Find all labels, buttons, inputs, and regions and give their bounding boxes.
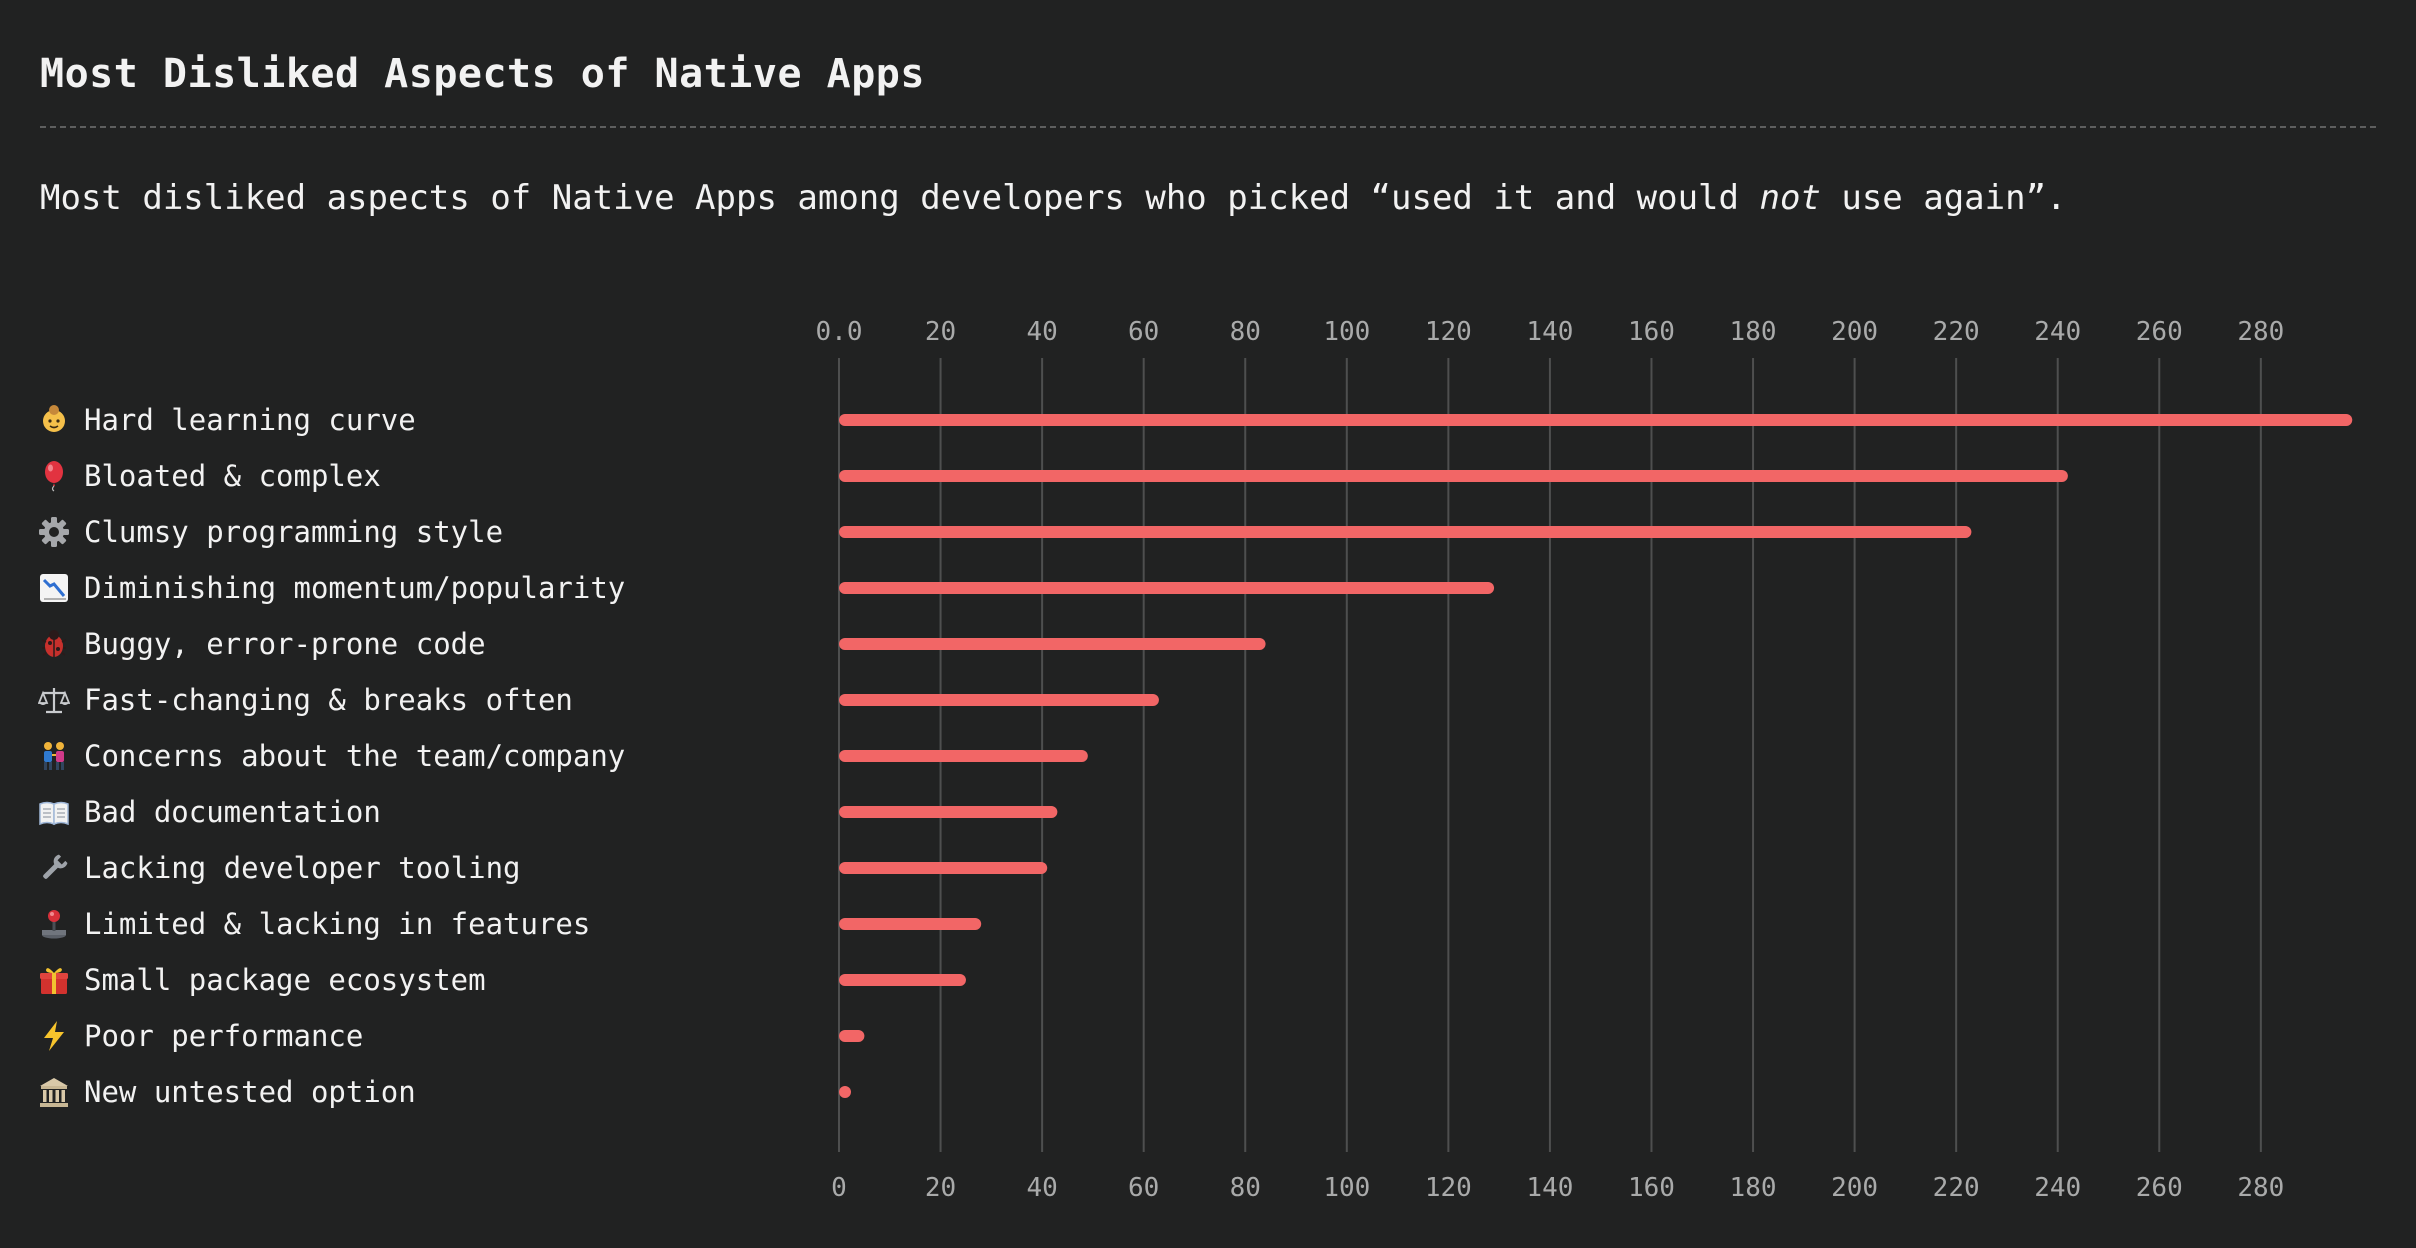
bug-icon <box>38 628 70 660</box>
category-label: Small package ecosystem <box>84 963 486 997</box>
bottom-tick-label: 120 <box>1425 1173 1472 1203</box>
balloon-icon <box>38 460 70 492</box>
top-tick-label: 280 <box>2237 317 2284 347</box>
category-row: Concerns about the team/company <box>38 736 625 776</box>
scales-icon <box>38 684 70 716</box>
category-label: Concerns about the team/company <box>84 739 626 773</box>
chart-decreasing-icon <box>38 572 70 604</box>
chart-subtitle: Most disliked aspects of Native Apps amo… <box>40 172 2067 224</box>
top-tick-label: 120 <box>1425 317 1472 347</box>
category-label: Bad documentation <box>84 795 381 829</box>
category-row: Poor performance <box>38 1016 363 1056</box>
bottom-tick-label: 100 <box>1323 1173 1370 1203</box>
bottom-tick-label: 240 <box>2034 1173 2081 1203</box>
bar-9 <box>839 918 982 930</box>
category-row: New untested option <box>38 1072 416 1112</box>
top-tick-label: 200 <box>1831 317 1878 347</box>
top-tick-label: 20 <box>925 317 956 347</box>
category-row: Fast-changing & breaks often <box>38 680 573 720</box>
bar-3 <box>839 582 1495 594</box>
top-tick-label: 240 <box>2034 317 2081 347</box>
top-tick-label: 160 <box>1628 317 1675 347</box>
bottom-tick-label: 200 <box>1831 1173 1878 1203</box>
bar-6 <box>839 750 1088 762</box>
category-label: Limited & lacking in features <box>84 907 591 941</box>
chart-title: Most Disliked Aspects of Native Apps <box>40 51 925 97</box>
top-tick-label: 260 <box>2136 317 2183 347</box>
bar-11 <box>839 1030 865 1042</box>
category-row: Clumsy programming style <box>38 512 503 552</box>
top-tick-label: 220 <box>1933 317 1980 347</box>
category-row: Bloated & complex <box>38 456 381 496</box>
bottom-tick-label: 160 <box>1628 1173 1675 1203</box>
top-tick-label: 100 <box>1323 317 1370 347</box>
wrench-icon <box>38 852 70 884</box>
bottom-tick-label: 80 <box>1230 1173 1261 1203</box>
category-label: Bloated & complex <box>84 459 381 493</box>
joystick-icon <box>38 908 70 940</box>
bar-8 <box>839 862 1048 874</box>
top-tick-label: 60 <box>1128 317 1159 347</box>
bottom-tick-label: 140 <box>1526 1173 1573 1203</box>
category-label: Lacking developer tooling <box>84 851 521 885</box>
bottom-tick-label: 20 <box>925 1173 956 1203</box>
top-tick-label: 180 <box>1730 317 1777 347</box>
top-tick-label: 80 <box>1230 317 1261 347</box>
category-row: Bad documentation <box>38 792 381 832</box>
top-tick-label: 140 <box>1526 317 1573 347</box>
category-label: New untested option <box>84 1075 416 1109</box>
bottom-tick-label: 260 <box>2136 1173 2183 1203</box>
category-row: Small package ecosystem <box>38 960 486 1000</box>
category-label: Poor performance <box>84 1019 364 1053</box>
bottom-tick-label: 280 <box>2237 1173 2284 1203</box>
bottom-tick-label: 180 <box>1730 1173 1777 1203</box>
bar-7 <box>839 806 1058 818</box>
category-label: Fast-changing & breaks often <box>84 683 573 717</box>
category-label: Clumsy programming style <box>84 515 504 549</box>
bar-4 <box>839 638 1266 650</box>
category-row: Lacking developer tooling <box>38 848 521 888</box>
people-icon <box>38 740 70 772</box>
category-row: Limited & lacking in features <box>38 904 590 944</box>
category-row: Hard learning curve <box>38 400 416 440</box>
top-tick-label: 0.0 <box>816 317 863 347</box>
category-row: Diminishing momentum/popularity <box>38 568 625 608</box>
bottom-tick-label: 60 <box>1128 1173 1159 1203</box>
category-label: Diminishing momentum/popularity <box>84 571 626 605</box>
category-row: Buggy, error-prone code <box>38 624 486 664</box>
book-icon <box>38 796 70 828</box>
category-label: Buggy, error-prone code <box>84 627 486 661</box>
category-label: Hard learning curve <box>84 403 416 437</box>
classical-building-icon <box>38 1076 70 1108</box>
baby-icon <box>38 404 70 436</box>
bar-12 <box>839 1086 851 1098</box>
bar-10 <box>839 974 966 986</box>
bottom-tick-label: 0 <box>831 1173 847 1203</box>
title-divider <box>40 126 2376 128</box>
gear-icon <box>38 516 70 548</box>
lightning-icon <box>38 1020 70 1052</box>
bar-2 <box>839 526 1972 538</box>
subtitle-text-after: use again”. <box>1820 178 2067 218</box>
subtitle-emphasis: not <box>1759 178 1821 218</box>
bar-1 <box>839 470 2068 482</box>
gift-icon <box>38 964 70 996</box>
bar-0 <box>839 414 2353 426</box>
top-tick-label: 40 <box>1026 317 1057 347</box>
bottom-tick-label: 220 <box>1933 1173 1980 1203</box>
bar-5 <box>839 694 1159 706</box>
bottom-tick-label: 40 <box>1026 1173 1057 1203</box>
subtitle-text-before: Most disliked aspects of Native Apps amo… <box>40 178 1760 218</box>
